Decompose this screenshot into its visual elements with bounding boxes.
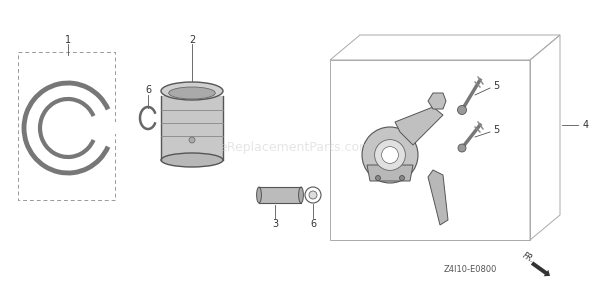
Ellipse shape <box>382 147 398 163</box>
Text: 2: 2 <box>189 35 195 45</box>
Ellipse shape <box>457 106 467 114</box>
FancyArrow shape <box>531 261 550 276</box>
Ellipse shape <box>169 87 215 99</box>
Bar <box>259 187 301 203</box>
Bar <box>88 122 118 134</box>
Ellipse shape <box>362 127 418 183</box>
Ellipse shape <box>299 187 303 203</box>
Text: 4: 4 <box>583 120 589 130</box>
Ellipse shape <box>161 153 223 167</box>
Polygon shape <box>428 170 448 225</box>
Bar <box>18 52 115 200</box>
Ellipse shape <box>458 144 466 152</box>
Circle shape <box>189 137 195 143</box>
Bar <box>161 96 223 161</box>
Text: 5: 5 <box>493 125 499 135</box>
Ellipse shape <box>257 187 261 203</box>
Text: 1: 1 <box>65 35 71 45</box>
Text: 3: 3 <box>272 219 278 229</box>
Text: eReplacementParts.com: eReplacementParts.com <box>219 142 371 155</box>
Ellipse shape <box>161 82 223 100</box>
Text: 6: 6 <box>145 85 151 95</box>
Ellipse shape <box>399 176 405 181</box>
Ellipse shape <box>309 191 317 199</box>
Polygon shape <box>395 107 443 145</box>
Ellipse shape <box>375 176 381 181</box>
Text: 6: 6 <box>310 219 316 229</box>
Ellipse shape <box>375 140 405 171</box>
Text: FR.: FR. <box>520 251 536 265</box>
Text: 5: 5 <box>493 81 499 91</box>
Text: Z4I10-E0800: Z4I10-E0800 <box>443 266 497 275</box>
Polygon shape <box>428 93 446 109</box>
Polygon shape <box>367 165 413 181</box>
